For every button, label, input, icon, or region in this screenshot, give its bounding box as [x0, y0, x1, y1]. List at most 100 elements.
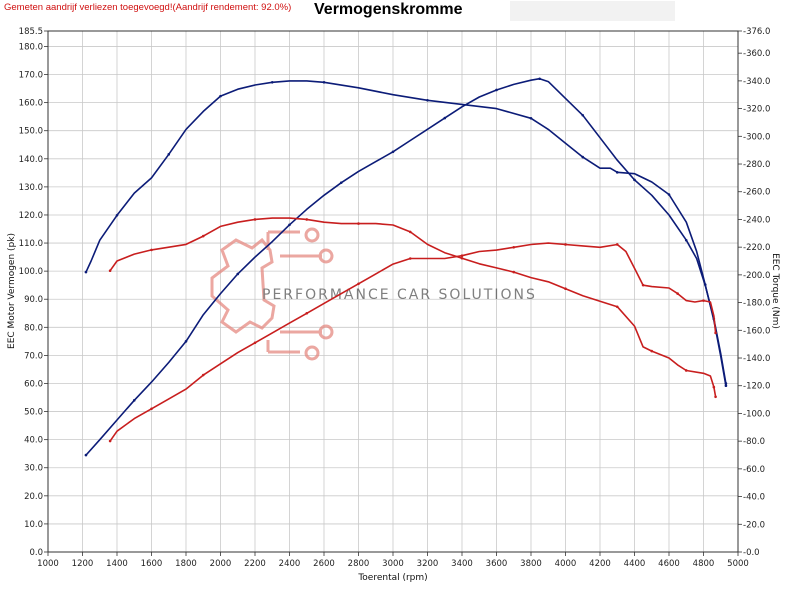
left-tick-label: 130.0: [19, 183, 43, 193]
series-point-torque_tuned: [426, 98, 429, 102]
right-tick-label: -0.0: [743, 548, 760, 558]
series-point-power_stock: [201, 373, 205, 377]
right-tick-label: -260.0: [743, 188, 770, 198]
series-point-torque_tuned: [219, 94, 222, 98]
left-tick-label: 30.0: [24, 464, 43, 474]
right-tick-label: -60.0: [743, 465, 765, 475]
left-tick-label: 160.0: [19, 99, 43, 109]
series-point-power_stock: [460, 254, 464, 257]
x-tick-label: 1000: [37, 559, 59, 569]
x-tick-label: 3800: [520, 559, 542, 569]
left-tick-label: 185.5: [19, 27, 43, 37]
right-tick-label: -100.0: [743, 409, 770, 419]
left-tick-label: 150.0: [19, 127, 43, 137]
x-tick-label: 4000: [555, 559, 577, 569]
series-line-torque_stock: [109, 217, 717, 397]
series-point-torque_tuned: [322, 80, 326, 84]
left-tick-label: 10.0: [24, 520, 43, 530]
x-tick-label: 3400: [451, 559, 473, 569]
series-point-power_stock: [357, 282, 360, 286]
left-tick-label: 60.0: [24, 379, 43, 389]
series-point-power_stock: [702, 299, 705, 302]
left-tick-label: 0.0: [29, 548, 43, 558]
left-tick-label: 90.0: [24, 295, 43, 305]
watermark-text: PERFORMANCE CAR SOLUTIONS: [262, 287, 537, 303]
series-point-power_stock: [615, 243, 619, 246]
right-tick-label: -80.0: [743, 437, 765, 447]
chart-title: Vermogenskromme: [314, 1, 463, 18]
series-point-power_stock: [714, 331, 717, 335]
series-point-torque_tuned: [724, 384, 728, 388]
series-point-power_tuned: [495, 88, 498, 92]
series-point-power_stock: [408, 257, 412, 260]
left-tick-label: 100.0: [19, 267, 43, 277]
series-point-power_tuned: [236, 272, 240, 276]
series-point-torque_stock: [512, 270, 516, 274]
series-point-power_stock: [253, 341, 257, 345]
series-point-torque_tuned: [667, 193, 671, 196]
series-point-power_stock: [305, 311, 309, 315]
left-tick-label: 50.0: [24, 408, 43, 418]
series-point-power_stock: [512, 245, 516, 249]
series-point-torque_stock: [357, 222, 360, 225]
right-tick-label: -340.0: [743, 77, 770, 87]
right-tick-label: -220.0: [743, 243, 770, 253]
x-tick-label: 4800: [693, 559, 715, 569]
left-tick-label: 70.0: [24, 351, 43, 361]
chart-series: [84, 77, 728, 457]
x-tick-label: 3000: [382, 559, 404, 569]
series-point-power_tuned: [391, 150, 395, 154]
series-point-torque_stock: [460, 256, 464, 260]
left-tick-label: 20.0: [24, 492, 43, 502]
x-tick-label: 2000: [210, 559, 232, 569]
x-tick-label: 4600: [658, 559, 680, 569]
x-tick-label: 1400: [106, 559, 128, 569]
series-point-torque_tuned: [115, 213, 119, 217]
series-point-power_tuned: [339, 181, 343, 184]
right-tick-label: -120.0: [743, 382, 770, 392]
series-point-torque_tuned: [703, 283, 707, 286]
series-point-power_tuned: [84, 453, 88, 457]
series-point-power_tuned: [581, 113, 585, 117]
series-point-power_stock: [150, 407, 153, 411]
x-axis-label: Toerental (rpm): [357, 573, 427, 583]
series-point-power_stock: [641, 283, 645, 287]
right-tick-label: -280.0: [743, 160, 770, 170]
x-tick-label: 1800: [175, 559, 197, 569]
x-tick-label: 2800: [348, 559, 370, 569]
x-tick-label: 1200: [72, 559, 94, 569]
series-point-torque_stock: [305, 218, 309, 221]
x-tick-label: 2200: [244, 559, 266, 569]
x-tick-label: 4400: [624, 559, 646, 569]
series-point-torque_tuned: [167, 153, 171, 156]
series-line-power_tuned: [85, 77, 727, 456]
series-point-torque_tuned: [270, 80, 274, 84]
series-point-power_stock: [676, 292, 679, 295]
series-point-power_tuned: [684, 238, 688, 242]
right-tick-label: -140.0: [743, 354, 770, 364]
chart-ticks: 1000 1200 1400 1600 1800 2000 2200 2400 2600 2800…: [19, 27, 771, 569]
right-tick-label: -40.0: [743, 493, 765, 503]
series-point-power_tuned: [538, 77, 541, 81]
right-tick-label: -376.0: [743, 27, 770, 37]
drive-loss-note: Gemeten aandrijf verliezen toegevoegd!(A…: [4, 2, 292, 13]
series-point-torque_stock: [108, 269, 112, 273]
right-tick-label: -160.0: [743, 326, 770, 336]
series-point-power_tuned: [633, 178, 636, 182]
right-tick-label: -240.0: [743, 215, 770, 225]
gear-icon: [210, 237, 276, 334]
series-point-torque_stock: [253, 218, 257, 221]
series-point-torque_stock: [150, 248, 153, 252]
right-tick-label: -180.0: [743, 299, 770, 309]
left-tick-label: 170.0: [19, 71, 43, 81]
right-tick-label: -300.0: [743, 132, 770, 142]
x-tick-label: 3600: [486, 559, 508, 569]
series-point-power_tuned: [132, 399, 136, 402]
series-point-power_tuned: [443, 116, 447, 120]
left-tick-label: 40.0: [24, 436, 43, 446]
series-point-torque_stock: [408, 230, 412, 234]
x-tick-label: 5000: [727, 559, 749, 569]
series-point-torque_stock: [712, 385, 716, 389]
series-point-power_tuned: [288, 223, 291, 227]
